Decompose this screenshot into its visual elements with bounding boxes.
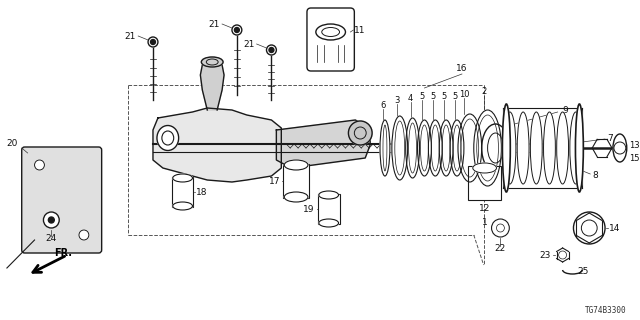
Polygon shape bbox=[276, 120, 370, 168]
Text: 21: 21 bbox=[243, 39, 255, 49]
Ellipse shape bbox=[575, 104, 583, 192]
Ellipse shape bbox=[316, 24, 346, 40]
Circle shape bbox=[266, 45, 276, 55]
Ellipse shape bbox=[504, 112, 516, 184]
Text: 11: 11 bbox=[355, 26, 366, 35]
Text: 5: 5 bbox=[420, 92, 425, 100]
Text: FR.: FR. bbox=[54, 248, 72, 258]
FancyBboxPatch shape bbox=[307, 8, 355, 71]
Text: 15: 15 bbox=[628, 154, 639, 163]
Text: 5: 5 bbox=[452, 92, 458, 100]
Text: 2: 2 bbox=[481, 86, 486, 95]
Ellipse shape bbox=[473, 163, 497, 173]
Ellipse shape bbox=[570, 112, 582, 184]
Polygon shape bbox=[200, 60, 224, 110]
Text: 14: 14 bbox=[609, 223, 620, 233]
Text: 21: 21 bbox=[125, 31, 136, 41]
Ellipse shape bbox=[392, 116, 408, 180]
Ellipse shape bbox=[613, 134, 627, 162]
Ellipse shape bbox=[202, 57, 223, 67]
Text: 3: 3 bbox=[394, 95, 399, 105]
Text: 19: 19 bbox=[303, 204, 315, 213]
Text: 17: 17 bbox=[269, 177, 280, 186]
Text: 25: 25 bbox=[577, 268, 589, 276]
FancyBboxPatch shape bbox=[318, 194, 340, 224]
Text: 21: 21 bbox=[209, 20, 220, 28]
Ellipse shape bbox=[428, 120, 442, 176]
Circle shape bbox=[148, 37, 158, 47]
Circle shape bbox=[492, 219, 509, 237]
Text: 5: 5 bbox=[442, 92, 447, 100]
Ellipse shape bbox=[173, 174, 193, 182]
Ellipse shape bbox=[380, 120, 390, 176]
FancyBboxPatch shape bbox=[172, 177, 193, 207]
Ellipse shape bbox=[557, 112, 568, 184]
Circle shape bbox=[573, 212, 605, 244]
Ellipse shape bbox=[543, 112, 556, 184]
Ellipse shape bbox=[319, 219, 339, 227]
Text: 9: 9 bbox=[563, 106, 568, 115]
Text: 16: 16 bbox=[456, 63, 468, 73]
Text: 1: 1 bbox=[482, 218, 488, 227]
Ellipse shape bbox=[450, 120, 464, 176]
Ellipse shape bbox=[439, 120, 453, 176]
Circle shape bbox=[35, 160, 44, 170]
Text: 7: 7 bbox=[607, 133, 612, 142]
Text: 24: 24 bbox=[45, 234, 57, 243]
Ellipse shape bbox=[406, 118, 419, 178]
Text: 22: 22 bbox=[495, 244, 506, 252]
Text: TG74B3300: TG74B3300 bbox=[585, 306, 627, 315]
Circle shape bbox=[232, 25, 242, 35]
Ellipse shape bbox=[458, 114, 482, 182]
Text: 5: 5 bbox=[431, 92, 436, 100]
Polygon shape bbox=[153, 108, 282, 182]
Text: 12: 12 bbox=[479, 204, 490, 212]
Text: 10: 10 bbox=[459, 90, 469, 99]
Circle shape bbox=[44, 212, 60, 228]
Text: 23: 23 bbox=[540, 251, 551, 260]
FancyBboxPatch shape bbox=[468, 166, 501, 200]
Text: 18: 18 bbox=[196, 188, 208, 196]
Circle shape bbox=[234, 28, 239, 33]
Ellipse shape bbox=[474, 110, 501, 186]
Ellipse shape bbox=[284, 192, 308, 202]
Text: 13: 13 bbox=[628, 140, 639, 149]
Text: 6: 6 bbox=[380, 100, 386, 109]
Circle shape bbox=[150, 39, 156, 44]
Circle shape bbox=[269, 47, 274, 52]
Ellipse shape bbox=[531, 112, 542, 184]
Ellipse shape bbox=[319, 191, 339, 199]
Circle shape bbox=[348, 121, 372, 145]
Ellipse shape bbox=[284, 160, 308, 170]
FancyBboxPatch shape bbox=[284, 164, 309, 198]
FancyBboxPatch shape bbox=[22, 147, 102, 253]
Circle shape bbox=[79, 230, 89, 240]
Ellipse shape bbox=[482, 124, 509, 172]
Circle shape bbox=[49, 217, 54, 223]
Ellipse shape bbox=[417, 120, 431, 176]
Ellipse shape bbox=[173, 202, 193, 210]
Text: 20: 20 bbox=[6, 139, 17, 148]
Ellipse shape bbox=[502, 104, 510, 192]
Ellipse shape bbox=[517, 112, 529, 184]
Text: 8: 8 bbox=[592, 171, 598, 180]
Text: 4: 4 bbox=[408, 93, 413, 102]
Ellipse shape bbox=[157, 125, 179, 150]
